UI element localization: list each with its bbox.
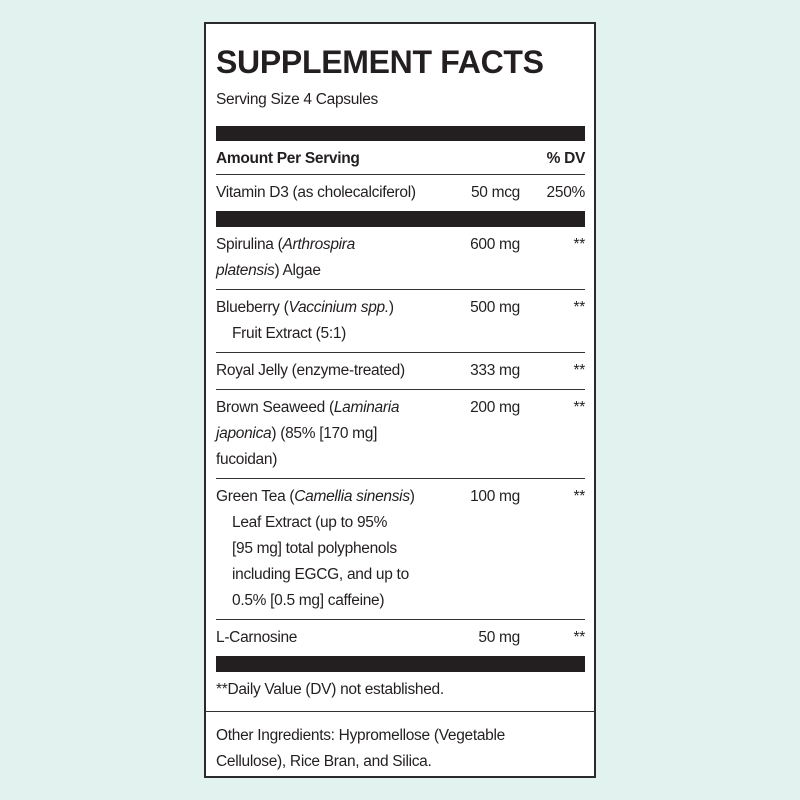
facts-row: Blueberry (Vaccinium spp.) Fruit Extract … <box>216 290 585 353</box>
daily-value: ** <box>573 362 586 379</box>
name-text: platensis <box>216 262 275 279</box>
daily-value: ** <box>573 299 586 316</box>
name-line: japonica) (85% [170 mg] <box>216 421 450 447</box>
name-text: ) (85% [170 mg] <box>271 425 378 442</box>
header-row: Amount Per Serving % DV <box>216 141 585 175</box>
name-line: [95 mg] total polyphenols <box>216 536 450 562</box>
name-text: ) <box>409 488 415 505</box>
ingredient-name: Spirulina (Arthrospira platensis) Algae <box>216 232 450 284</box>
name-text: Brown Seaweed ( <box>216 399 334 416</box>
ingredient-section: Spirulina (Arthrospira platensis) Algae 60… <box>216 227 585 656</box>
name-text: L-Carnosine <box>216 629 298 646</box>
name-line: including EGCG, and up to <box>216 562 450 588</box>
header-amount: Amount Per Serving <box>216 150 360 167</box>
name-text: Spirulina ( <box>216 236 283 253</box>
daily-value: 250% <box>546 184 586 201</box>
name-text: 0.5% [0.5 mg] caffeine) <box>232 592 385 609</box>
daily-value: ** <box>573 629 586 646</box>
name-line: Royal Jelly (enzyme-treated) <box>216 358 450 384</box>
thick-rule <box>216 656 585 672</box>
daily-value: ** <box>573 236 586 253</box>
name-line: fucoidan) <box>216 447 450 473</box>
name-line: Spirulina (Arthrospira <box>216 232 450 258</box>
footnote: **Daily Value (DV) not established. <box>206 672 594 712</box>
name-line: Fruit Extract (5:1) <box>216 321 450 347</box>
name-text: japonica <box>216 425 272 442</box>
name-line: L-Carnosine <box>216 625 450 651</box>
serving-size: Serving Size 4 Capsules <box>216 91 378 108</box>
name-line: Green Tea (Camellia sinensis) <box>216 484 450 510</box>
name-text: Arthrospira <box>282 236 355 253</box>
daily-value: ** <box>573 488 586 505</box>
name-text: Vaccinium spp. <box>288 299 390 316</box>
facts-row: Green Tea (Camellia sinensis) Leaf Extrac… <box>216 479 585 620</box>
amount: 500 mg <box>470 299 520 316</box>
name-text: ) Algae <box>274 262 321 279</box>
vitamin-section: Vitamin D3 (as cholecalciferol) 50 mcg 250… <box>216 175 585 211</box>
ingredient-name: L-Carnosine <box>216 625 450 651</box>
amount: 50 mg <box>478 629 520 646</box>
supplement-facts-panel: SUPPLEMENT FACTS Serving Size 4 Capsules… <box>204 22 596 778</box>
ingredient-name: Vitamin D3 (as cholecalciferol) <box>216 180 450 206</box>
facts-row: Vitamin D3 (as cholecalciferol) 50 mcg 250… <box>216 175 585 211</box>
amount: 333 mg <box>470 362 520 379</box>
header-dv: % DV <box>546 150 586 167</box>
name-text: Royal Jelly (enzyme-treated) <box>216 362 405 379</box>
name-text: Laminaria <box>333 399 400 416</box>
daily-value: ** <box>573 399 586 416</box>
facts-row: Spirulina (Arthrospira platensis) Algae 60… <box>216 227 585 290</box>
ingredient-name: Blueberry (Vaccinium spp.) Fruit Extract … <box>216 295 450 347</box>
name-line: platensis) Algae <box>216 258 450 284</box>
ingredient-name: Brown Seaweed (Laminaria japonica) (85% [… <box>216 395 450 473</box>
ingredient-name: Royal Jelly (enzyme-treated) <box>216 358 450 384</box>
facts-row: Royal Jelly (enzyme-treated) 333 mg ** <box>216 353 585 390</box>
name-text: Camellia sinensis <box>294 488 410 505</box>
name-line: Vitamin D3 (as cholecalciferol) <box>216 180 450 206</box>
name-line: 0.5% [0.5 mg] caffeine) <box>216 588 450 614</box>
thick-rule <box>216 126 585 141</box>
name-line: Blueberry (Vaccinium spp.) <box>216 295 450 321</box>
name-text: [95 mg] total polyphenols <box>232 540 397 557</box>
name-text: including EGCG, and up to <box>232 566 409 583</box>
name-text: Vitamin D3 (as cholecalciferol) <box>216 184 416 201</box>
facts-row: Brown Seaweed (Laminaria japonica) (85% [… <box>216 390 585 479</box>
name-text: Fruit Extract (5:1) <box>232 325 347 342</box>
amount: 600 mg <box>470 236 520 253</box>
facts-row: L-Carnosine 50 mg ** <box>216 620 585 656</box>
name-text: Green Tea ( <box>216 488 295 505</box>
name-text: fucoidan) <box>216 451 278 468</box>
name-text: Leaf Extract (up to 95% <box>232 514 388 531</box>
name-text: Blueberry ( <box>216 299 289 316</box>
name-line: Brown Seaweed (Laminaria <box>216 395 450 421</box>
amount: 100 mg <box>470 488 520 505</box>
amount: 50 mcg <box>470 184 520 201</box>
name-text: ) <box>388 299 394 316</box>
ingredient-name: Green Tea (Camellia sinensis) Leaf Extrac… <box>216 484 450 614</box>
name-line: Leaf Extract (up to 95% <box>216 510 450 536</box>
title: SUPPLEMENT FACTS <box>216 44 544 80</box>
amount: 200 mg <box>470 399 520 416</box>
thick-rule <box>216 211 585 227</box>
other-ingredients: Other Ingredients: Hypromellose (Vegetab… <box>216 727 505 770</box>
